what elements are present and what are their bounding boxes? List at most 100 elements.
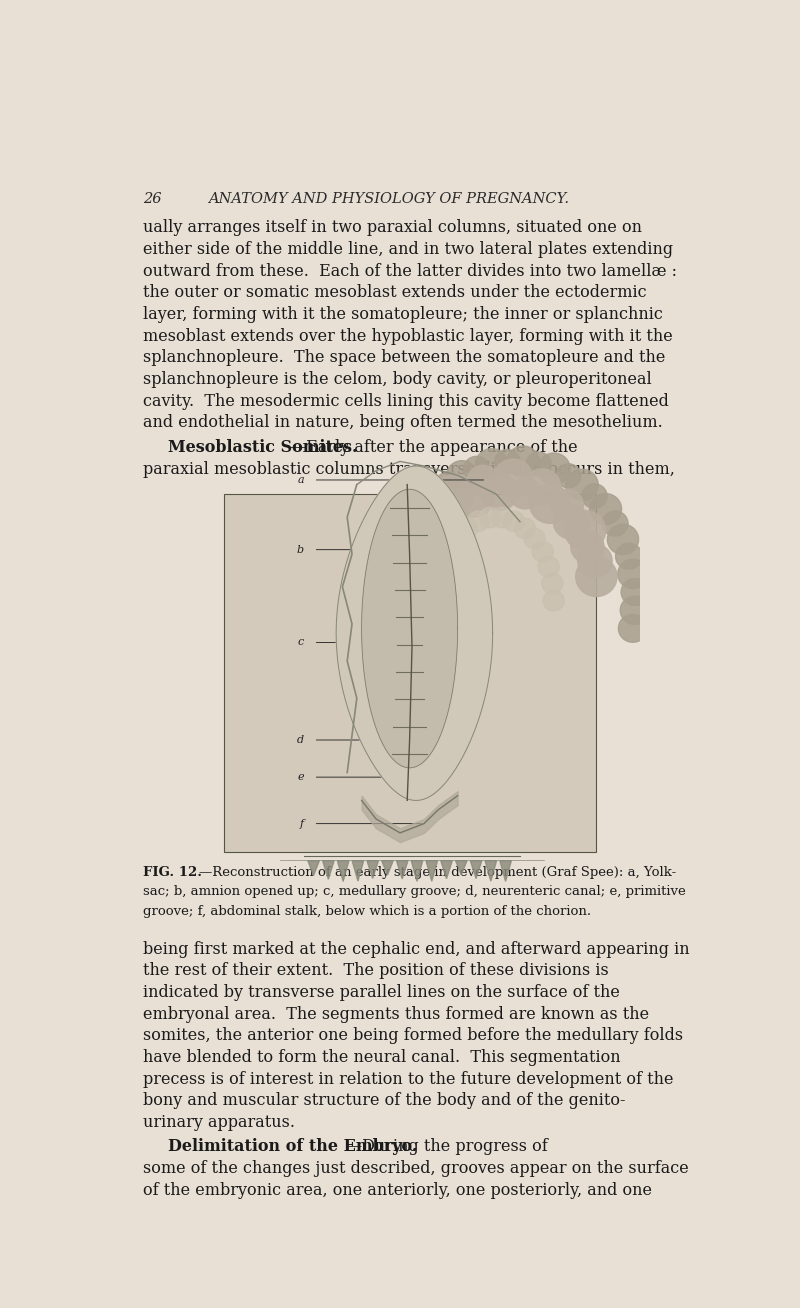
Circle shape: [382, 579, 409, 606]
Circle shape: [556, 464, 581, 488]
Text: urinary apparatus.: urinary apparatus.: [143, 1114, 295, 1131]
Circle shape: [385, 616, 410, 641]
Circle shape: [435, 475, 474, 513]
Text: b: b: [297, 544, 304, 555]
Circle shape: [590, 493, 622, 525]
Circle shape: [421, 481, 451, 511]
Circle shape: [391, 556, 432, 596]
Circle shape: [380, 595, 411, 625]
Polygon shape: [441, 861, 452, 879]
Text: 26: 26: [143, 192, 162, 207]
Text: outward from these.  Each of the latter divides into two lamellæ :: outward from these. Each of the latter d…: [143, 263, 678, 280]
Circle shape: [554, 505, 589, 539]
Text: embryonal area.  The segments thus formed are known as the: embryonal area. The segments thus formed…: [143, 1006, 650, 1023]
Text: ANATOMY AND PHYSIOLOGY OF PREGNANCY.: ANATOMY AND PHYSIOLOGY OF PREGNANCY.: [209, 192, 570, 207]
Circle shape: [403, 544, 439, 579]
Circle shape: [532, 542, 553, 562]
Circle shape: [542, 573, 563, 594]
Text: Mesoblastic Somites.: Mesoblastic Somites.: [168, 439, 358, 456]
Text: —During the progress of: —During the progress of: [346, 1138, 547, 1155]
Circle shape: [524, 468, 561, 505]
Circle shape: [566, 470, 598, 501]
Circle shape: [447, 528, 468, 549]
Text: mesoblast extends over the hypoblastic layer, forming with it the: mesoblast extends over the hypoblastic l…: [143, 328, 673, 345]
Text: being first marked at the cephalic end, and afterward appearing in: being first marked at the cephalic end, …: [143, 940, 690, 957]
Circle shape: [582, 484, 607, 509]
Circle shape: [435, 472, 462, 498]
Circle shape: [570, 531, 604, 562]
Circle shape: [565, 510, 606, 551]
Text: ually arranges itself in two paraxial columns, situated one on: ually arranges itself in two paraxial co…: [143, 220, 642, 237]
Polygon shape: [382, 861, 394, 875]
Polygon shape: [336, 466, 493, 800]
Text: sac; b, amnion opened up; c, medullary groove; d, neurenteric canal; e, primitiv: sac; b, amnion opened up; c, medullary g…: [143, 886, 686, 899]
Text: Delimitation of the Embryo.: Delimitation of the Embryo.: [168, 1138, 418, 1155]
Text: some of the changes just described, grooves appear on the surface: some of the changes just described, groo…: [143, 1160, 689, 1177]
Circle shape: [480, 473, 518, 510]
Circle shape: [507, 446, 539, 477]
Circle shape: [382, 560, 412, 589]
Circle shape: [387, 543, 416, 570]
Text: cavity.  The mesodermic cells lining this cavity become flattened: cavity. The mesodermic cells lining this…: [143, 392, 670, 409]
Circle shape: [514, 518, 535, 539]
Text: layer, forming with it the somatopleure; the inner or splanchnic: layer, forming with it the somatopleure;…: [143, 306, 663, 323]
Circle shape: [538, 556, 559, 577]
Circle shape: [524, 528, 545, 549]
Polygon shape: [362, 489, 458, 768]
Circle shape: [435, 498, 467, 528]
Polygon shape: [485, 861, 497, 882]
Text: either side of the middle line, and in two lateral plates extending: either side of the middle line, and in t…: [143, 241, 674, 258]
Circle shape: [576, 557, 617, 596]
Text: —Reconstruction of an early stage in development (Graf Spee): a, Yolk-: —Reconstruction of an early stage in dev…: [198, 866, 676, 879]
Circle shape: [538, 453, 570, 484]
Polygon shape: [352, 861, 364, 882]
Circle shape: [401, 509, 430, 538]
Circle shape: [411, 496, 438, 522]
Text: paraxial mesoblastic columns transverse division occurs in them,: paraxial mesoblastic columns transverse …: [143, 460, 675, 477]
Circle shape: [467, 466, 498, 496]
Circle shape: [530, 484, 570, 523]
Circle shape: [526, 453, 551, 476]
Polygon shape: [322, 861, 334, 879]
Circle shape: [402, 528, 434, 560]
Circle shape: [551, 489, 583, 521]
Text: have blended to form the neural canal.  This segmentation: have blended to form the neural canal. T…: [143, 1049, 621, 1066]
Circle shape: [468, 511, 489, 531]
Circle shape: [464, 456, 490, 481]
Text: the rest of their extent.  The position of these divisions is: the rest of their extent. The position o…: [143, 963, 609, 980]
Polygon shape: [500, 861, 511, 882]
Circle shape: [503, 511, 524, 531]
Circle shape: [578, 544, 612, 577]
Circle shape: [543, 590, 564, 611]
Circle shape: [439, 542, 460, 562]
Circle shape: [429, 573, 450, 594]
Circle shape: [428, 590, 449, 611]
Text: indicated by transverse parallel lines on the surface of the: indicated by transverse parallel lines o…: [143, 984, 620, 1001]
Text: FIG. 12.: FIG. 12.: [143, 866, 202, 879]
Circle shape: [618, 615, 647, 642]
Polygon shape: [426, 861, 438, 882]
Text: splanchnopleure is the celom, body cavity, or pleuroperitoneal: splanchnopleure is the celom, body cavit…: [143, 371, 652, 388]
Text: splanchnopleure.  The space between the somatopleure and the: splanchnopleure. The space between the s…: [143, 349, 666, 366]
Circle shape: [413, 515, 454, 555]
Text: f: f: [300, 819, 304, 828]
Circle shape: [494, 459, 533, 497]
Text: somites, the anterior one being formed before the medullary folds: somites, the anterior one being formed b…: [143, 1027, 683, 1044]
Polygon shape: [411, 861, 422, 882]
Circle shape: [602, 511, 628, 536]
Polygon shape: [308, 861, 319, 875]
Circle shape: [494, 450, 520, 473]
Polygon shape: [338, 861, 349, 882]
Circle shape: [476, 449, 508, 480]
Circle shape: [393, 526, 422, 553]
Circle shape: [446, 460, 478, 490]
Circle shape: [618, 560, 648, 589]
Circle shape: [414, 497, 451, 534]
Bar: [224, 494, 596, 852]
Circle shape: [433, 556, 454, 577]
Text: and endothelial in nature, being often termed the mesothelium.: and endothelial in nature, being often t…: [143, 415, 663, 432]
Text: a: a: [298, 475, 304, 485]
Circle shape: [620, 596, 650, 624]
Circle shape: [491, 508, 513, 528]
Text: d: d: [297, 735, 304, 746]
